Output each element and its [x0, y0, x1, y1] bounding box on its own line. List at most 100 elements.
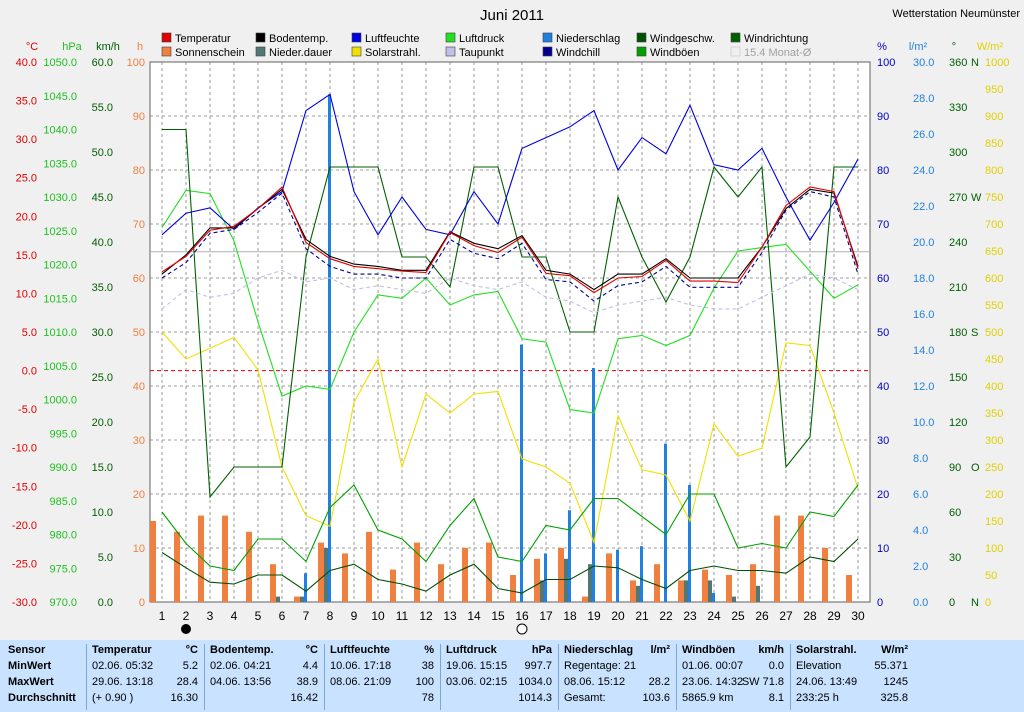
stats-panel: Luftdruck hPa 19.06. 15:15 997.7 03.06. 02:1…: [442, 644, 556, 710]
legend-label: Windchill: [556, 47, 600, 59]
series-line-windgeschw-: [161, 538, 859, 594]
axis-tick-label: 10: [877, 543, 889, 555]
sunshine-bar: [270, 564, 276, 602]
axis-tick-label: 995.0: [49, 428, 77, 440]
axis-tick-label: -10.0: [12, 443, 37, 455]
precip-bar: [544, 553, 547, 602]
panel-unit: km/h: [758, 644, 784, 656]
sunshine-bar: [222, 515, 228, 602]
legend-label: Luftfeuchte: [365, 33, 419, 45]
axis-tick-label: 850: [985, 138, 1003, 150]
panel-row-value: 0.0: [768, 660, 784, 672]
axis-tick-label: 26.0: [913, 129, 934, 141]
axis-tick-label: 2.0: [913, 561, 928, 573]
axis-unit: %: [877, 41, 887, 53]
axis-tick-label: 1035.0: [43, 158, 77, 170]
axis-tick-label: 12.0: [913, 381, 934, 393]
axis-unit: h: [137, 41, 143, 53]
panel-row: 03.06. 02:15 1034.0: [446, 676, 552, 692]
series-line-windchill: [161, 191, 859, 302]
axis-tick-label: 0: [139, 597, 145, 609]
panel-row-label: 5865.9 km: [682, 692, 734, 704]
series-line-luftfeuchte: [161, 93, 859, 242]
panel-row: 08.06. 21:09 100: [330, 676, 434, 692]
panel-row-value: SW 71.8: [741, 676, 784, 688]
axis-right-2: ° 0 N 30 60 90 O 120 150 180 S 210 240 270 W 300 330 360 N: [949, 41, 982, 609]
axis-tick-label: 1020.0: [43, 260, 77, 272]
panel-row: Gesamt: 103.6: [564, 692, 670, 708]
axis-tick-label: -15.0: [12, 481, 37, 493]
x-tick-label: 25: [731, 609, 745, 623]
axis-tick-label: 35.0: [92, 282, 113, 294]
legend-label: Windrichtung: [744, 33, 808, 45]
panel-title: Luftdruck: [446, 644, 497, 656]
axis-tick-label: 20: [133, 489, 145, 501]
axis-tick-label: 100: [877, 57, 895, 69]
sunshine-bar: [174, 531, 180, 602]
x-tick-label: 21: [635, 609, 649, 623]
precip-bar: [520, 344, 523, 602]
stats-bar: Sensor MinWert MaxWert Durchschnitt Temp…: [0, 640, 1024, 712]
compass-label: S: [971, 327, 978, 339]
axis-right-0: % 0 10 20 30 40 50 60 70 80 90 100: [877, 41, 895, 609]
legend-label: Temperatur: [175, 33, 231, 45]
sunshine-bar: [534, 558, 540, 602]
sunshine-bar: [510, 575, 516, 602]
x-tick-label: 9: [351, 609, 358, 623]
series-line-bodentemp-: [161, 188, 859, 291]
panel-separator: [790, 644, 791, 710]
panel-row: 02.06. 05:32 5.2: [92, 660, 198, 676]
stats-panel: Windböen km/h 01.06. 00:07 0.0 23.06. 14:32 S…: [678, 644, 788, 710]
axis-tick-label: 1045.0: [43, 91, 77, 103]
station-name: Wetterstation Neumünster: [892, 8, 1020, 20]
panel-row-value: 1245: [883, 676, 908, 688]
sunshine-bar: [630, 580, 636, 602]
sunshine-bar: [150, 521, 156, 602]
axis-tick-label: 10.0: [913, 417, 934, 429]
sunshine-bar: [318, 542, 324, 602]
axis-tick-label: 10: [133, 543, 145, 555]
panel-title: Bodentemp.: [210, 644, 274, 656]
axis-tick-label: 18.0: [913, 273, 934, 285]
axis-tick-label: 1000: [985, 57, 1009, 69]
axis-tick-label: 10.0: [16, 288, 37, 300]
panel-unit: l/m²: [650, 644, 670, 656]
compass-label: W: [971, 192, 982, 204]
panel-row-value: 4.4: [302, 660, 318, 672]
axis-tick-label: 0.0: [22, 366, 37, 378]
axis-tick-label: -30.0: [12, 597, 37, 609]
axis-tick-label: 980.0: [49, 530, 77, 542]
axis-left-1: hPa 970.0 975.0 980.0 985.0 990.0 995.0 1000.0 1…: [43, 41, 82, 609]
precip-bar: [328, 94, 331, 603]
axis-tick-label: 80: [877, 165, 889, 177]
stats-panel: Bodentemp. °C 02.06. 04:21 4.4 04.06. 13:56 3…: [206, 644, 322, 710]
stats-row-labels: Sensor MinWert MaxWert Durchschnitt: [4, 644, 86, 710]
legend-swatch: [730, 32, 741, 43]
panel-row: Elevation 55.371: [796, 660, 908, 676]
panel-row-value: 8.1: [768, 692, 784, 704]
precip-bar: [688, 485, 691, 602]
axis-tick-label: 0.0: [98, 597, 113, 609]
x-tick-label: 6: [279, 609, 286, 623]
panel-row-label: (+ 0.90 ): [92, 692, 134, 704]
sunshine-bar: [342, 553, 348, 602]
panel-row: 04.06. 13:56 38.9: [210, 676, 318, 692]
x-tick-label: 24: [707, 609, 721, 623]
axis-tick-label: 1005.0: [43, 361, 77, 373]
legend-swatch: [255, 32, 266, 43]
axis-tick-label: 50: [985, 570, 997, 582]
panel-row: 10.06. 17:18 38: [330, 660, 434, 676]
sunshine-bar: [822, 548, 828, 602]
axis-tick-label: 5.0: [98, 552, 113, 564]
axis-tick-label: 16.0: [913, 309, 934, 321]
axis-tick-label: 450: [985, 354, 1003, 366]
axis-tick-label: 1015.0: [43, 293, 77, 305]
series-line-taupunkt: [161, 269, 859, 314]
axis-tick-label: 22.0: [913, 201, 934, 213]
sunshine-bar: [414, 542, 420, 602]
panel-separator: [204, 644, 205, 710]
precip-duration-bar: [540, 580, 544, 602]
sunshine-bar: [294, 596, 300, 602]
axis-tick-label: 10.0: [92, 507, 113, 519]
axis-tick-label: 970.0: [49, 597, 77, 609]
